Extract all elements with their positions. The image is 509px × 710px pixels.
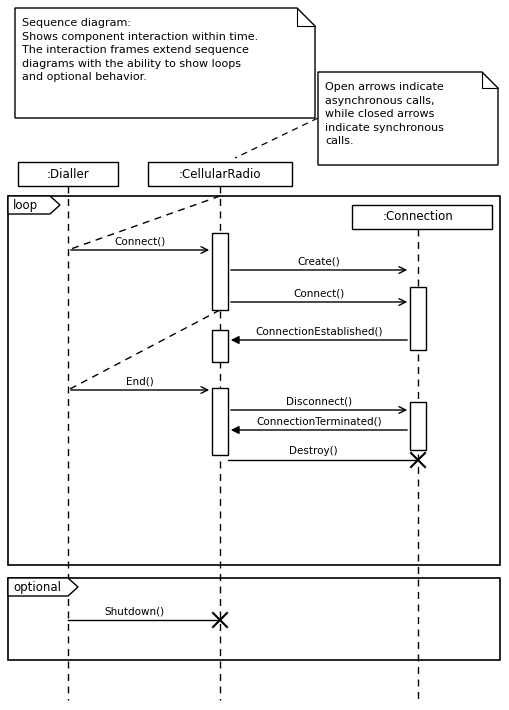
Text: optional: optional (13, 581, 61, 594)
Bar (351, 205, 491, 229)
Bar (409, 287, 425, 350)
Text: :CellularRadio: :CellularRadio (178, 168, 261, 180)
Text: ConnectionTerminated(): ConnectionTerminated() (256, 416, 381, 426)
Text: :Dialler: :Dialler (46, 168, 89, 180)
Polygon shape (15, 8, 315, 118)
Text: Sequence diagram:
Shows component interaction within time.
The interaction frame: Sequence diagram: Shows component intera… (22, 18, 258, 82)
Text: Create(): Create() (297, 256, 340, 266)
Text: :Connection: :Connection (382, 210, 453, 224)
Bar (409, 402, 425, 450)
Bar (18, 162, 118, 186)
Text: Shutdown(): Shutdown() (104, 606, 164, 616)
Text: Connect(): Connect() (293, 288, 344, 298)
Text: Destroy(): Destroy() (288, 446, 336, 456)
Bar (212, 388, 228, 455)
Polygon shape (8, 196, 60, 214)
Bar (212, 330, 228, 362)
Text: Open arrows indicate
asynchronous calls,
while closed arrows
indicate synchronou: Open arrows indicate asynchronous calls,… (324, 82, 443, 146)
Bar (212, 233, 228, 310)
Bar (148, 162, 292, 186)
Text: End(): End() (126, 376, 154, 386)
Text: ConnectionEstablished(): ConnectionEstablished() (254, 326, 382, 336)
Bar (8, 578, 499, 660)
Text: loop: loop (13, 199, 38, 212)
Text: Disconnect(): Disconnect() (286, 396, 351, 406)
Polygon shape (8, 578, 78, 596)
Bar (8, 196, 499, 565)
Polygon shape (318, 72, 497, 165)
Text: Connect(): Connect() (114, 236, 165, 246)
